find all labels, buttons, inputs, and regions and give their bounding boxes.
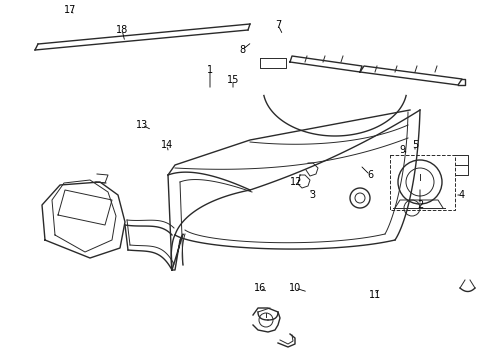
Text: 6: 6 (367, 170, 373, 180)
Text: 8: 8 (239, 45, 245, 55)
Text: 7: 7 (275, 20, 281, 30)
Text: 3: 3 (309, 190, 315, 200)
Text: 18: 18 (116, 25, 128, 35)
Text: 4: 4 (459, 190, 465, 200)
Text: 1: 1 (207, 65, 213, 75)
Text: 5: 5 (412, 140, 418, 150)
Text: 2: 2 (417, 200, 423, 210)
Text: 16: 16 (254, 283, 266, 293)
Text: 17: 17 (64, 5, 76, 15)
Text: 13: 13 (136, 120, 148, 130)
Text: 11: 11 (369, 290, 381, 300)
Text: 9: 9 (399, 145, 405, 155)
Text: 14: 14 (161, 140, 173, 150)
Text: 10: 10 (289, 283, 301, 293)
Text: 12: 12 (290, 177, 302, 187)
Text: 15: 15 (227, 75, 239, 85)
